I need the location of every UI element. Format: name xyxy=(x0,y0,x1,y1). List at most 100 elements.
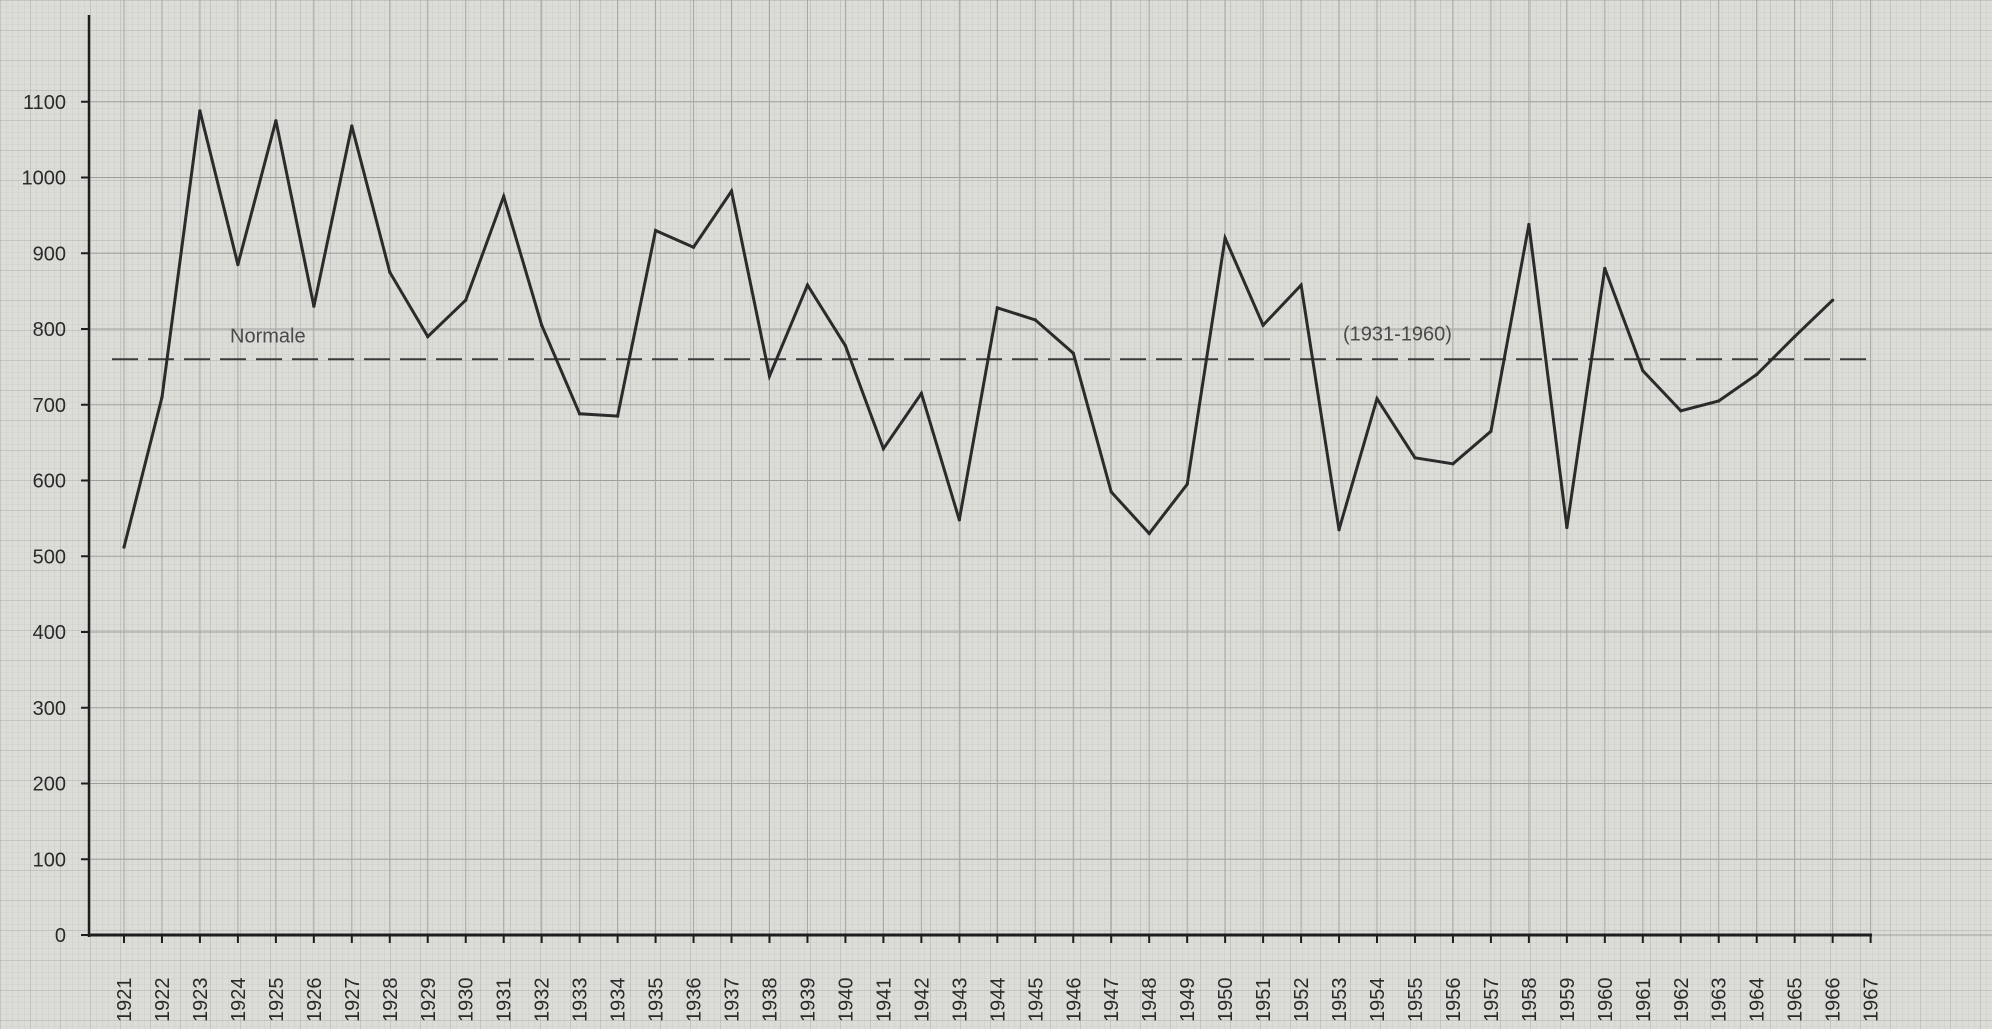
x-tick-label: 1948 xyxy=(1139,978,1161,1023)
x-tick-label: 1923 xyxy=(190,978,212,1023)
data-point xyxy=(1261,323,1265,327)
data-point xyxy=(578,412,582,416)
x-tick-label: 1932 xyxy=(532,978,554,1023)
data-point xyxy=(1071,351,1075,355)
data-point xyxy=(1793,334,1797,339)
y-tick-labels: 0 100 200 300 400 500 600 700 800 900 1000 1100 xyxy=(22,92,67,947)
data-point xyxy=(1337,528,1341,532)
x-tick-label: 1967 xyxy=(1861,978,1883,1023)
x-tick-label: 1938 xyxy=(759,978,781,1023)
reference-label-normale: Normale xyxy=(230,325,306,347)
data-point xyxy=(767,374,772,378)
x-tick-label: 1927 xyxy=(342,978,364,1023)
y-tick-label: 500 xyxy=(33,546,66,568)
data-point xyxy=(1831,298,1835,302)
data-point xyxy=(1033,318,1037,322)
x-tick-label: 1921 xyxy=(114,978,136,1023)
y-tick-label: 900 xyxy=(33,243,66,265)
data-point xyxy=(691,245,696,249)
x-tick-label: 1926 xyxy=(304,978,326,1023)
x-tick-label: 1931 xyxy=(494,978,516,1023)
data-point xyxy=(805,283,810,287)
x-tick-label: 1958 xyxy=(1519,978,1541,1023)
data-point xyxy=(1375,397,1379,401)
data-point xyxy=(236,263,240,267)
x-tick-label: 1962 xyxy=(1671,978,1693,1023)
data-point xyxy=(1641,369,1645,373)
x-tick-label: 1951 xyxy=(1253,978,1275,1023)
data-point xyxy=(1565,525,1569,530)
data-point xyxy=(1489,429,1493,433)
data-point xyxy=(843,344,848,348)
data-point xyxy=(1451,462,1455,466)
reference-label-period: (1931-1960) xyxy=(1343,323,1452,345)
x-tick-label: 1929 xyxy=(418,978,440,1023)
data-point xyxy=(1679,409,1683,413)
series-line xyxy=(122,110,1834,548)
x-tick-label: 1944 xyxy=(987,977,1009,1022)
y-tick-label: 1100 xyxy=(23,92,66,114)
data-point xyxy=(426,334,430,339)
data-point xyxy=(160,395,164,399)
data-point xyxy=(1755,372,1759,377)
y-tick-label: 1000 xyxy=(22,168,67,190)
x-tick-labels: 1921 1922 1923 1924 1925 1926 1927 1928 1929 1930… xyxy=(114,977,1883,1022)
data-point xyxy=(995,306,999,310)
x-tick-label: 1925 xyxy=(266,978,288,1023)
data-point xyxy=(350,124,354,128)
data-point xyxy=(1185,482,1189,486)
data-point xyxy=(1603,266,1607,270)
x-tick-label: 1942 xyxy=(911,978,933,1023)
x-tick-label: 1934 xyxy=(608,978,630,1023)
data-point xyxy=(1299,283,1303,287)
data-point xyxy=(388,270,392,274)
x-tick-label: 1946 xyxy=(1063,978,1085,1023)
data-point xyxy=(122,545,126,549)
data-point xyxy=(616,414,620,418)
x-tick-label: 1955 xyxy=(1405,978,1427,1023)
data-point xyxy=(653,228,658,233)
y-tick-label: 100 xyxy=(33,849,66,871)
x-tick-label: 1964 xyxy=(1747,978,1769,1023)
x-tick-label: 1957 xyxy=(1481,978,1503,1023)
x-tick-label: 1940 xyxy=(835,978,857,1023)
x-tick-label: 1961 xyxy=(1633,978,1655,1023)
x-tick-label: 1930 xyxy=(456,978,478,1023)
data-point xyxy=(198,109,202,113)
y-tick-label: 600 xyxy=(33,471,66,493)
data-point xyxy=(919,391,923,395)
y-tick-label: 200 xyxy=(33,774,66,796)
x-tick-label: 1963 xyxy=(1709,978,1731,1023)
x-tick-label: 1928 xyxy=(380,978,402,1023)
axes xyxy=(81,15,1872,943)
data-point xyxy=(1223,236,1227,240)
x-tick-label: 1953 xyxy=(1329,978,1351,1023)
data-point xyxy=(274,119,278,123)
x-tick-label: 1954 xyxy=(1367,978,1389,1023)
y-tick-label: 800 xyxy=(33,319,66,341)
y-tick-label: 300 xyxy=(33,698,66,720)
data-point xyxy=(1527,222,1531,227)
x-tick-label: 1935 xyxy=(646,978,668,1023)
data-point xyxy=(1147,531,1151,536)
data-point xyxy=(957,518,961,522)
x-tick-label: 1943 xyxy=(949,978,971,1023)
data-point xyxy=(312,304,316,308)
data-point xyxy=(464,298,468,302)
x-tick-label: 1922 xyxy=(152,978,174,1023)
data-point xyxy=(502,194,506,199)
y-tick-label: 0 xyxy=(55,925,66,947)
x-tick-label: 1956 xyxy=(1443,978,1465,1023)
x-tick-label: 1965 xyxy=(1785,978,1807,1023)
data-point xyxy=(1413,456,1417,460)
x-tick-label: 1939 xyxy=(797,978,819,1023)
x-tick-label: 1945 xyxy=(1025,978,1047,1023)
series-group xyxy=(122,109,1835,549)
x-tick-label: 1960 xyxy=(1595,978,1617,1023)
x-tick-label: 1937 xyxy=(722,978,744,1023)
data-point xyxy=(729,189,734,193)
data-point xyxy=(881,447,886,451)
y-tick-label: 400 xyxy=(33,622,66,644)
